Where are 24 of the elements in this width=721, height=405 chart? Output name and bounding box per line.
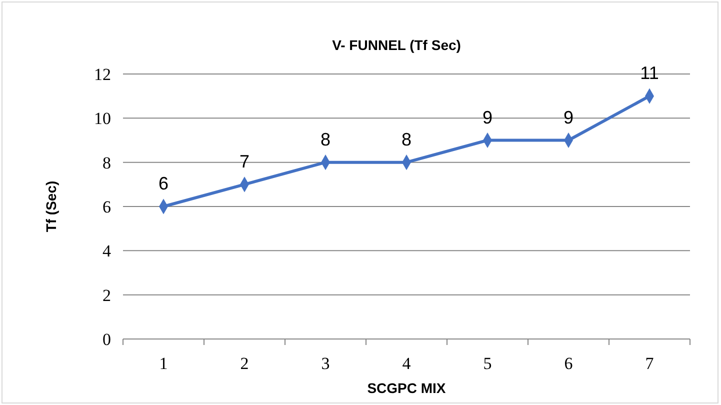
x-tick-label: 3 xyxy=(321,354,330,373)
y-tick-label: 2 xyxy=(102,286,111,305)
data-label: 11 xyxy=(640,63,659,84)
x-tick-label: 5 xyxy=(483,354,492,373)
x-axis-title: SCGPC MIX xyxy=(367,380,446,396)
y-tick-label: 12 xyxy=(94,65,111,84)
data-label: 8 xyxy=(320,129,331,150)
x-tick-label: 1 xyxy=(159,354,168,373)
data-label: 7 xyxy=(239,151,250,172)
y-tick-label: 8 xyxy=(102,153,111,172)
data-label: 8 xyxy=(401,129,412,150)
y-tick-label: 4 xyxy=(102,242,112,261)
x-tick-label: 4 xyxy=(402,354,412,373)
x-tick-label: 7 xyxy=(645,354,654,373)
chart-title: V- FUNNEL (Tf Sec) xyxy=(332,37,461,53)
x-tick-label: 2 xyxy=(240,354,249,373)
data-label: 6 xyxy=(158,174,169,194)
y-tick-label: 6 xyxy=(102,198,111,216)
y-axis-title: Tf (Sec) xyxy=(43,180,59,232)
data-label: 9 xyxy=(563,107,574,128)
y-tick-label: 10 xyxy=(94,109,111,128)
y-tick-label: 0 xyxy=(102,330,111,349)
x-tick-label: 6 xyxy=(564,354,573,373)
data-label: 9 xyxy=(482,107,493,128)
